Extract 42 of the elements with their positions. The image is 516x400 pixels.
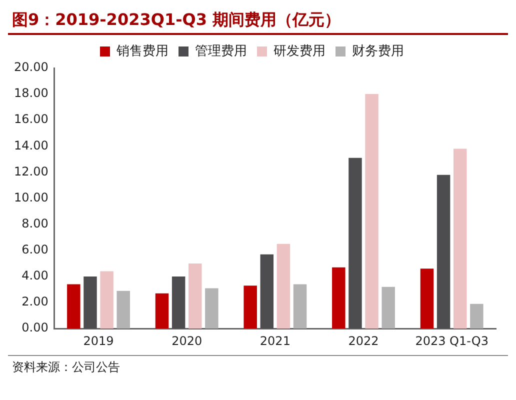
bar [116, 290, 130, 329]
bar [382, 286, 395, 329]
y-tick-label: 16.00 [14, 112, 48, 126]
bar [276, 244, 290, 329]
bar [244, 286, 257, 329]
x-tick-label: 2019 [83, 334, 114, 348]
x-tick-label: 2022 [348, 334, 379, 348]
y-tick-label: 0.00 [22, 320, 48, 335]
y-tick-label: 12.00 [14, 164, 48, 178]
legend-label: 研发费用 [274, 44, 326, 59]
bar [260, 254, 274, 329]
bar [420, 268, 434, 329]
bar [84, 276, 97, 329]
bar [470, 304, 484, 329]
y-tick-label: 4.00 [22, 268, 48, 283]
bar [188, 263, 202, 329]
text: 资料来源：公司公告 [12, 359, 121, 376]
legend-label: 销售费用 [116, 44, 168, 59]
x-tick-label: 2023 Q1-Q3 [415, 334, 488, 348]
bar [436, 174, 450, 329]
bar [293, 284, 307, 329]
bar [155, 293, 169, 329]
legend-label: 财务费用 [352, 44, 404, 59]
y-tick-label: 10.00 [14, 190, 48, 204]
bar [100, 271, 114, 329]
bar [172, 276, 186, 329]
bar [365, 94, 378, 329]
chart-title: 图9：2019-2023Q1-Q3 期间费用（亿元） [8, 8, 508, 35]
bar [453, 148, 467, 329]
bar [205, 288, 218, 329]
bar [348, 158, 362, 329]
legend-label: 管理费用 [195, 44, 247, 59]
y-tick-label: 8.00 [22, 216, 48, 230]
y-tick-label: 6.00 [22, 242, 48, 257]
y-tick-label: 14.00 [14, 138, 48, 152]
x-tick-label: 2020 [172, 334, 202, 348]
y-tick-label: 2.00 [22, 294, 48, 309]
y-tick-label: 20.00 [14, 60, 48, 74]
x-tick-label: 2021 [260, 334, 290, 348]
bar [67, 284, 80, 329]
bar [332, 267, 346, 329]
y-tick-label: 18.00 [14, 86, 48, 100]
